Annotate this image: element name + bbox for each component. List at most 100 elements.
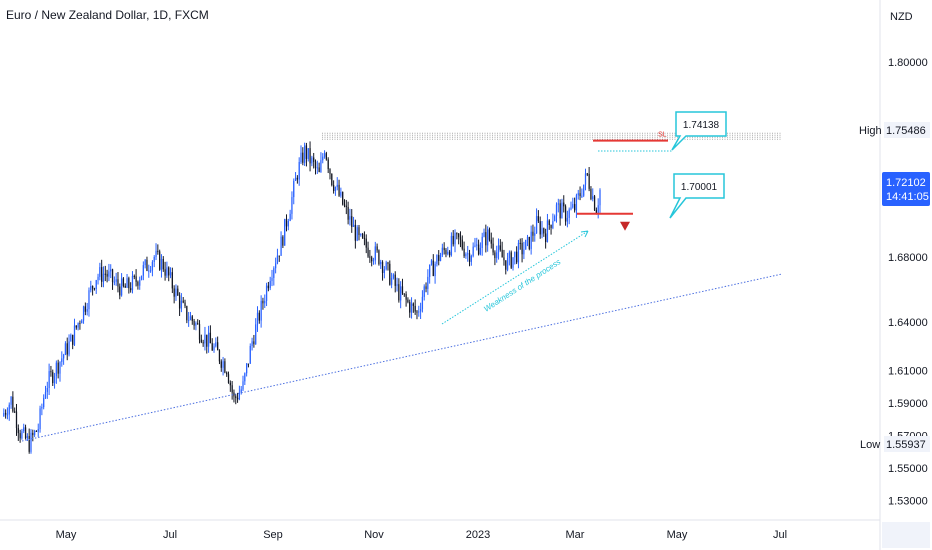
candle-body xyxy=(448,251,451,256)
y-tick-label: 1.68000 xyxy=(888,252,928,264)
candle-body xyxy=(50,371,52,373)
candle xyxy=(581,188,583,199)
candle xyxy=(24,424,27,440)
candle-body xyxy=(188,319,190,321)
y-tick-label: 1.64000 xyxy=(888,317,928,329)
candle-body xyxy=(166,267,168,276)
candle-body xyxy=(412,303,414,306)
candle xyxy=(311,155,313,167)
candle xyxy=(72,334,74,350)
candle-body xyxy=(39,408,41,430)
candle xyxy=(427,269,429,295)
candle xyxy=(332,180,335,194)
candle-body xyxy=(93,288,96,290)
candle xyxy=(119,283,121,300)
candle xyxy=(224,358,226,374)
candle xyxy=(15,403,18,436)
candle-body xyxy=(222,361,224,368)
candle xyxy=(325,151,328,161)
candle-body xyxy=(423,286,425,297)
low-tag: Low xyxy=(860,439,880,451)
bar-countdown: 14:41:05 xyxy=(886,191,929,203)
candle xyxy=(206,334,208,354)
candle xyxy=(235,394,237,405)
candle xyxy=(142,261,144,281)
candle-body xyxy=(46,388,48,392)
candle xyxy=(383,266,385,279)
candle-body xyxy=(336,184,338,188)
candle xyxy=(77,322,79,331)
candle-body xyxy=(421,296,424,310)
candle xyxy=(35,430,38,433)
candle xyxy=(44,385,47,399)
candle-body xyxy=(597,205,599,215)
candle-body xyxy=(463,248,465,257)
candle-body xyxy=(419,309,422,312)
candle-body xyxy=(401,286,404,294)
candle xyxy=(365,234,367,254)
candle-body xyxy=(309,148,311,164)
candle xyxy=(184,299,186,309)
candle-body xyxy=(180,300,183,309)
candle-body xyxy=(519,242,521,244)
candle-body xyxy=(122,278,125,286)
candle xyxy=(477,239,480,256)
candle-body xyxy=(215,342,217,347)
candle-body xyxy=(233,392,235,397)
candle xyxy=(501,241,503,258)
candle xyxy=(202,339,204,347)
candle-body xyxy=(316,167,318,169)
candle xyxy=(331,173,333,187)
candle xyxy=(592,188,594,202)
candle xyxy=(93,287,96,291)
candle xyxy=(356,225,358,242)
candle-body xyxy=(4,412,7,415)
candle xyxy=(204,326,206,351)
candle-body xyxy=(19,433,21,439)
candle xyxy=(256,306,259,332)
candle xyxy=(135,269,137,287)
candle-body xyxy=(374,246,376,261)
candle-body xyxy=(200,339,202,343)
candle-body xyxy=(387,262,389,264)
candle-body xyxy=(120,278,123,296)
candle xyxy=(108,263,110,282)
candle-body xyxy=(530,231,532,249)
candle-body xyxy=(458,233,460,238)
candle-body xyxy=(30,432,32,452)
candle xyxy=(334,186,337,196)
candle xyxy=(246,363,248,377)
candle xyxy=(260,295,262,328)
candle-body xyxy=(447,251,449,255)
candle xyxy=(394,271,396,293)
candle xyxy=(287,218,289,231)
candle xyxy=(191,315,193,325)
candle-body xyxy=(454,233,456,245)
candle-body xyxy=(320,160,322,172)
x-tick-label: May xyxy=(56,529,77,541)
candle xyxy=(503,249,505,266)
candle-body xyxy=(534,233,536,236)
candle-body xyxy=(285,218,288,227)
candle xyxy=(62,353,65,365)
candle-body xyxy=(253,341,255,345)
candle-body xyxy=(249,346,251,364)
candle xyxy=(284,218,286,246)
candle-body xyxy=(162,258,164,270)
candle xyxy=(416,310,418,320)
candle-body xyxy=(588,173,590,189)
candle xyxy=(441,243,443,258)
candle xyxy=(554,214,556,222)
candle-body xyxy=(247,363,250,365)
candle xyxy=(389,260,391,286)
candle xyxy=(189,311,192,321)
candle-body xyxy=(126,278,128,288)
candle xyxy=(476,237,478,251)
candle xyxy=(361,232,364,239)
candle-body xyxy=(541,228,543,235)
candle xyxy=(57,359,59,379)
candle-body xyxy=(140,275,143,280)
candle-body xyxy=(111,269,114,283)
candle xyxy=(126,274,128,288)
